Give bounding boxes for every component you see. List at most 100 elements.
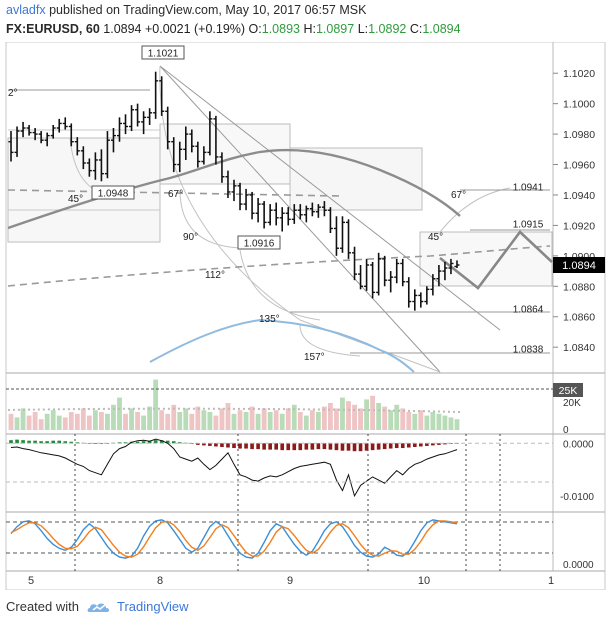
candle <box>189 129 195 153</box>
volume-bar <box>255 413 261 430</box>
macd-hist-bar <box>274 443 278 450</box>
macd-hist-bar <box>21 440 25 444</box>
price-change: +0.0021 (+0.19%) <box>144 22 246 36</box>
macd-hist-bar <box>376 443 381 450</box>
macd-hist-bar <box>69 441 74 444</box>
volume-bar <box>105 413 110 430</box>
candle <box>315 204 321 218</box>
macd-hist-bar <box>117 442 122 444</box>
volume-bar <box>249 406 255 430</box>
volume-bar <box>14 417 20 430</box>
macd-hist-bar <box>316 443 321 450</box>
candle <box>38 131 44 144</box>
macd-tick-label: -0.0100 <box>560 492 594 503</box>
time-axis: 5 8 9 10 1 <box>28 575 554 587</box>
candle <box>388 271 394 293</box>
symbol-label[interactable]: FX:EURUSD, 60 <box>6 22 100 36</box>
volume-tick-label: 0 <box>563 425 569 436</box>
candle <box>225 170 231 199</box>
candle <box>382 255 388 287</box>
volume-bar <box>358 408 363 430</box>
macd-hist-bar <box>123 442 128 444</box>
volume-bar <box>195 406 201 430</box>
macd-hist-bar <box>419 443 423 447</box>
candle <box>418 292 424 308</box>
volume-bar <box>135 412 140 430</box>
macd-hist-bar <box>346 443 351 451</box>
macd-hist-bar <box>382 443 387 450</box>
footer: Created with TradingView <box>0 590 611 625</box>
macd-hist-bar <box>412 443 417 447</box>
macd-hist-bar <box>87 443 92 444</box>
angle-label: 45° <box>428 232 443 243</box>
candle <box>86 158 92 177</box>
volume-bar <box>231 413 237 430</box>
candle <box>213 115 219 165</box>
volume-bar <box>406 412 412 430</box>
close-label: C: <box>409 22 423 36</box>
tradingview-cloud-icon[interactable] <box>86 599 112 615</box>
candle <box>201 146 207 165</box>
angle-label: 2° <box>8 88 18 99</box>
volume-bar <box>454 419 460 430</box>
macd-hist-bar <box>256 443 260 450</box>
dashed-trend-lower <box>7 245 551 287</box>
macd-hist-bar <box>244 443 248 449</box>
volume-bar <box>334 408 339 430</box>
svg-text:1.0916: 1.0916 <box>244 239 275 250</box>
open-value: 1.0893 <box>261 22 300 36</box>
volume-bar <box>56 415 62 430</box>
volume-bar <box>147 406 153 430</box>
svg-text:1.0941: 1.0941 <box>513 183 544 194</box>
candle <box>62 117 68 130</box>
candle <box>135 103 141 127</box>
macd-hist-bar <box>298 443 303 451</box>
macd-hist-bar <box>93 443 98 444</box>
candle <box>207 111 213 156</box>
candle <box>44 132 50 147</box>
last-price-badge-text: 1.0894 <box>562 260 596 272</box>
candle <box>436 264 442 287</box>
macd-hist-bar <box>9 440 13 444</box>
tradingview-link[interactable]: TradingView <box>117 599 189 614</box>
volume-bar <box>159 410 165 430</box>
ma-fast-line <box>149 318 415 373</box>
volume-badge-text: 25K <box>559 385 578 397</box>
price-callouts: 1.1021 1.0948 1.0916 1.0941 1.0915 1.0864 1.08… <box>91 45 544 356</box>
price-tick-label: 1.0880 <box>563 281 595 293</box>
candle <box>141 111 147 135</box>
macd-hist-bar <box>431 443 435 446</box>
candle <box>291 204 297 224</box>
macd-hist-bar <box>334 443 339 451</box>
volume-bar <box>418 410 424 430</box>
author-name[interactable]: avladfx <box>6 3 46 17</box>
macd-hist-bar <box>262 443 266 450</box>
volume-bar <box>364 399 369 430</box>
volume-bar <box>376 403 382 430</box>
macd-hist-bar <box>153 440 158 444</box>
candle <box>346 219 352 259</box>
candle <box>153 71 159 119</box>
macd-hist-bar <box>183 442 188 444</box>
volume-bar <box>315 412 321 430</box>
candle <box>183 126 189 160</box>
volume-bar <box>370 395 376 430</box>
candle <box>364 258 370 291</box>
last-price: 1.0894 <box>103 22 142 36</box>
svg-text:1.0948: 1.0948 <box>98 189 129 200</box>
candle <box>442 261 448 281</box>
candle <box>68 123 74 147</box>
candle <box>412 289 418 311</box>
volume-bar <box>32 412 38 430</box>
time-tick-label: 9 <box>287 575 293 587</box>
price-tick-label: 1.0940 <box>563 190 595 202</box>
candle <box>80 146 86 170</box>
candle <box>243 188 249 211</box>
candle <box>267 204 273 226</box>
price-tick-label: 1.0840 <box>563 342 595 354</box>
price-callout: 1.0838 <box>513 345 544 356</box>
macd-hist-bar <box>57 440 62 444</box>
time-tick-label: 10 <box>418 575 430 587</box>
time-tick-label: 8 <box>157 575 163 587</box>
chart-canvas[interactable]: 1.1021 1.0948 1.0916 1.0941 1.0915 1.0864 1.08… <box>0 42 611 590</box>
